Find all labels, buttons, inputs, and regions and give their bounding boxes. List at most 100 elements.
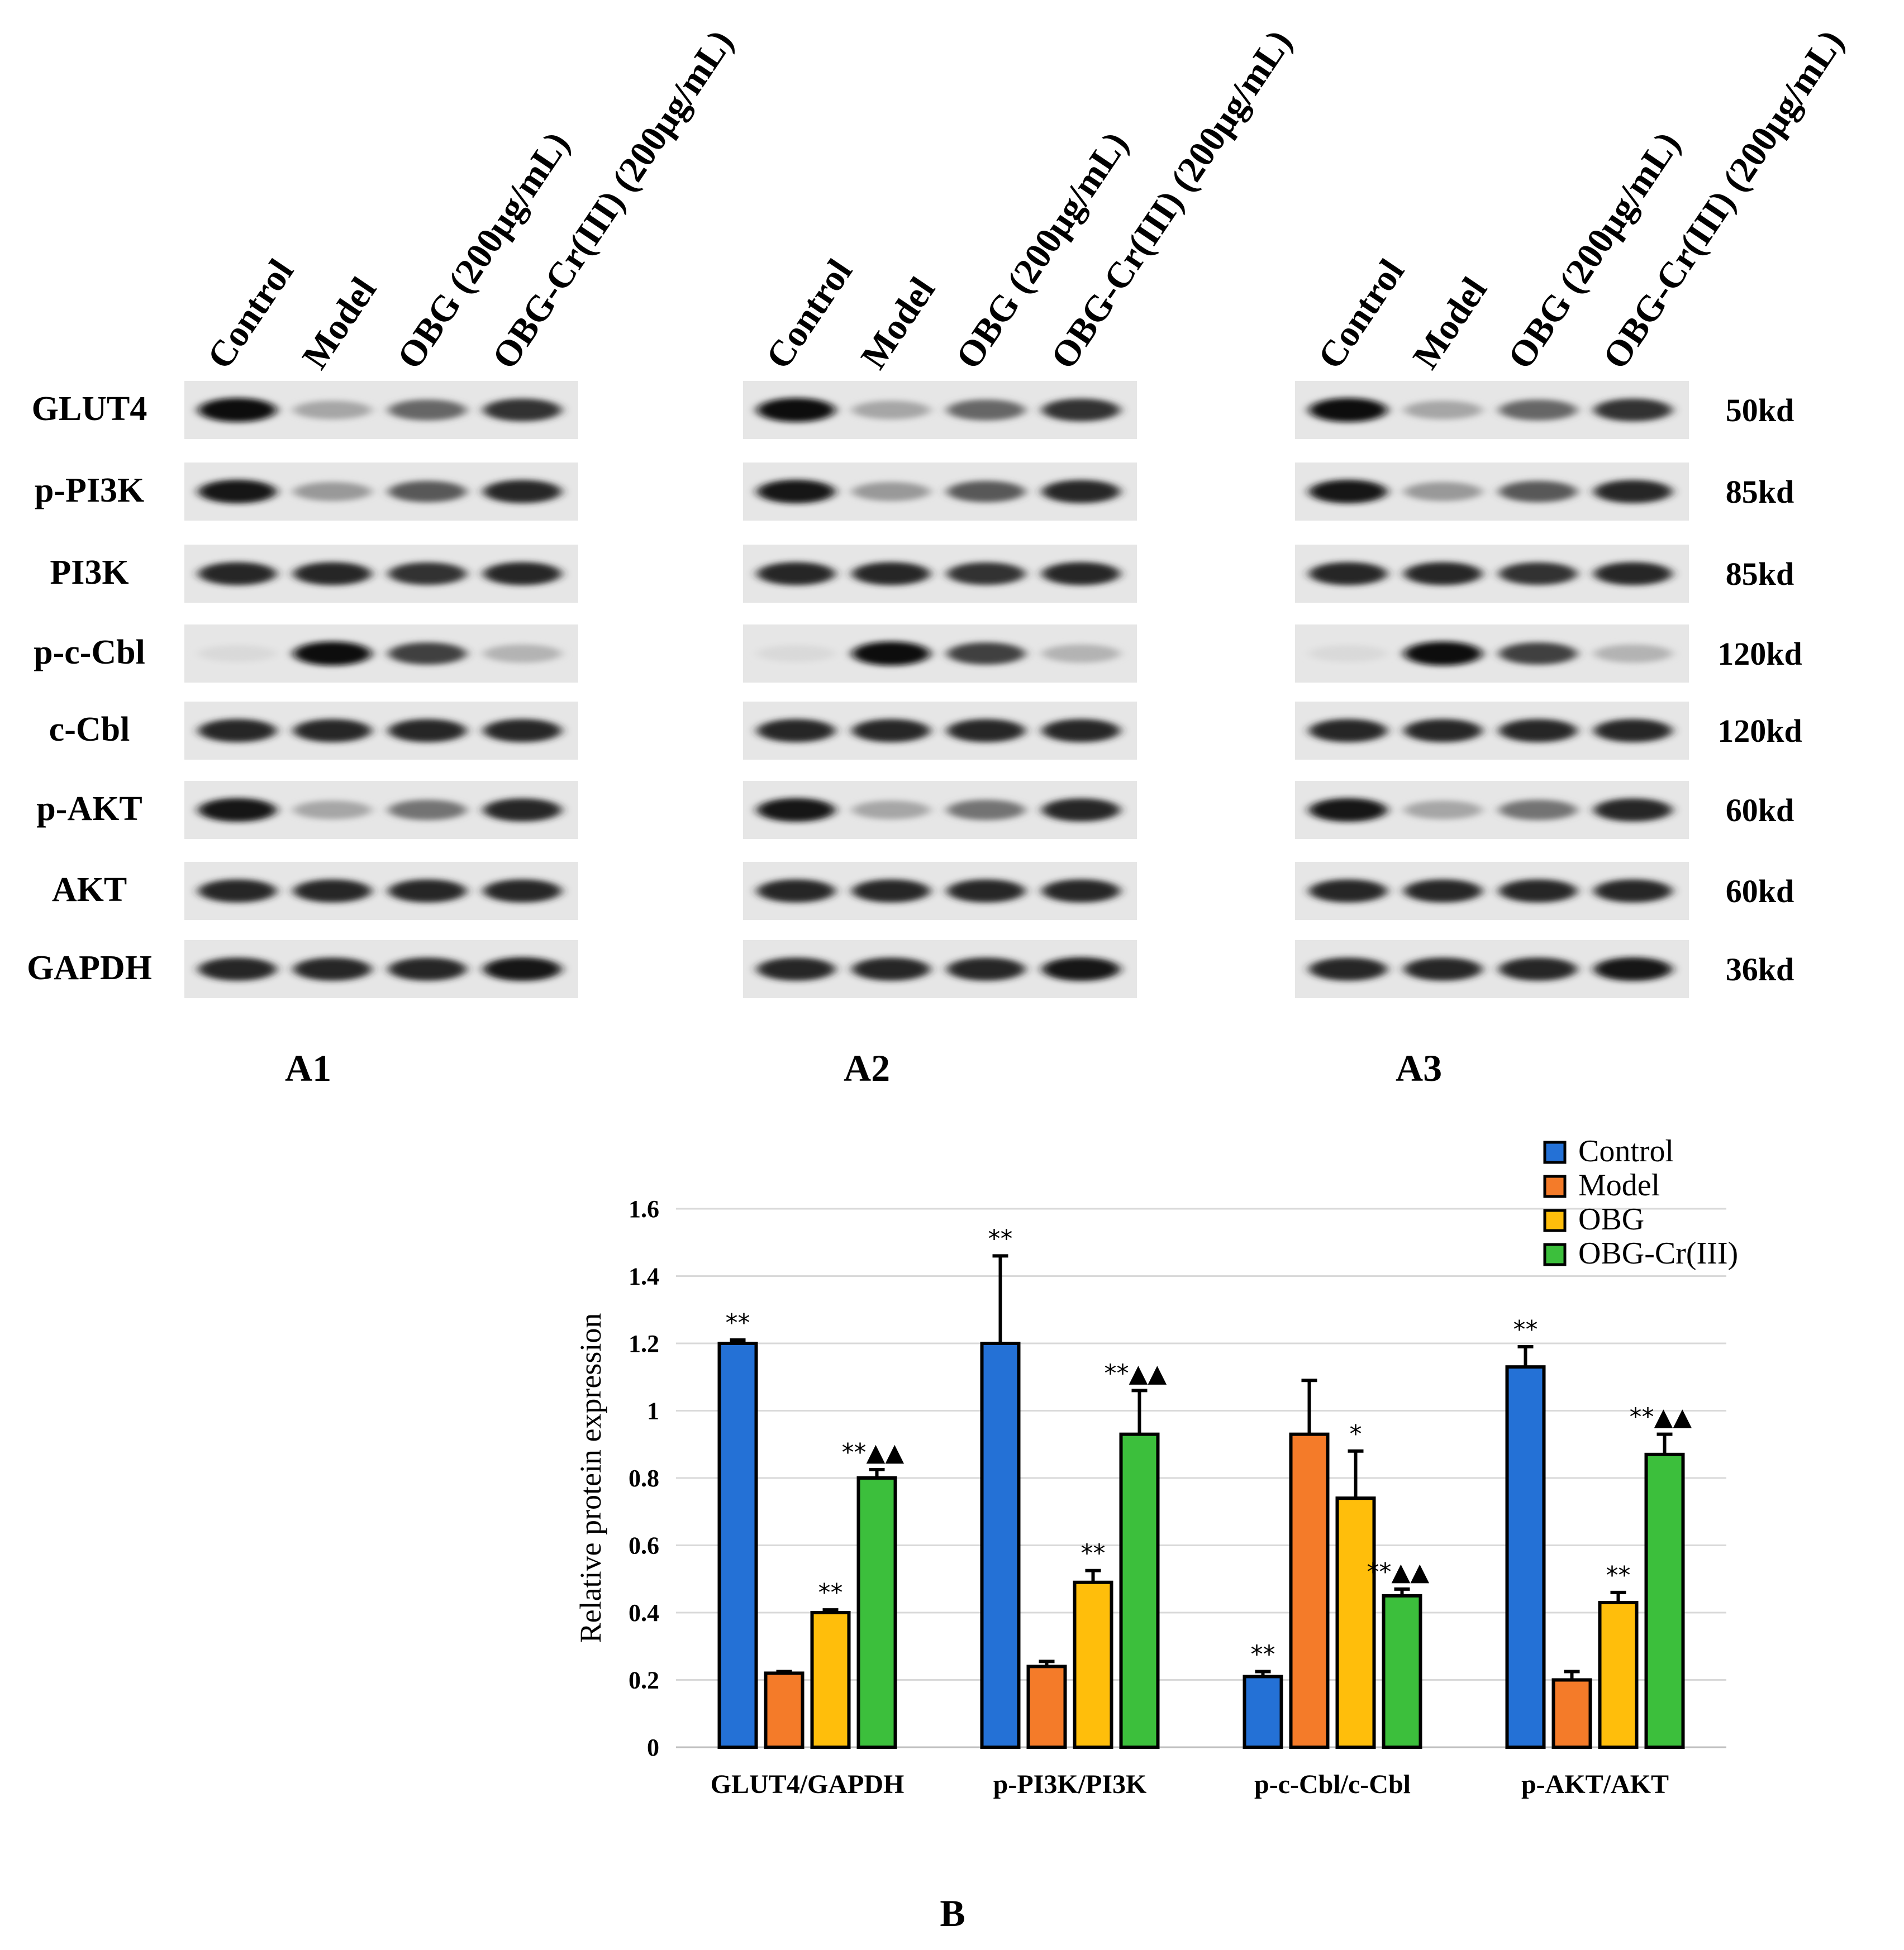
blot-band	[483, 562, 561, 585]
blot-band	[1042, 798, 1120, 822]
legend-label: OBG-Cr(III)	[1578, 1236, 1738, 1271]
blot-band	[1404, 879, 1482, 903]
blot-band	[947, 719, 1025, 742]
y-tick-label: 0.8	[629, 1465, 659, 1492]
protein-label: p-AKT	[36, 790, 142, 828]
lane-label: Control	[758, 252, 860, 376]
blot-band	[1499, 799, 1577, 821]
y-tick-label: 0.6	[629, 1532, 659, 1560]
bar-obg-cr-iii-	[856, 1476, 897, 1749]
blot-band	[1309, 957, 1387, 981]
significance-mark: **▲▲	[1630, 1403, 1692, 1432]
blot-band	[483, 879, 561, 903]
blot-band	[198, 879, 277, 903]
significance-mark: *	[1350, 1420, 1362, 1448]
blot-band	[852, 800, 930, 819]
blot-band	[947, 480, 1025, 503]
blot-band	[388, 719, 467, 742]
blot-band	[388, 562, 467, 585]
blot-band	[757, 645, 835, 662]
kd-label: 36kd	[1726, 951, 1794, 988]
bar-control	[1505, 1365, 1546, 1749]
bar-control	[717, 1342, 758, 1749]
blot-band	[1499, 399, 1577, 421]
category-label: p-c-Cbl/c-Cbl	[1254, 1770, 1411, 1799]
panel-label: A3	[1396, 1047, 1442, 1089]
blot-band	[198, 957, 277, 981]
lane-label: Model	[853, 270, 943, 376]
blot-band	[852, 481, 930, 502]
kd-label: 60kd	[1726, 873, 1794, 909]
blot-band	[1594, 719, 1672, 742]
blot-band	[198, 562, 277, 585]
blot-band	[1594, 798, 1672, 822]
blot-band	[1594, 480, 1672, 503]
blot-band	[293, 562, 372, 585]
blot-band	[483, 398, 561, 422]
significance-mark: **	[1606, 1561, 1631, 1590]
legend-swatch	[1543, 1141, 1567, 1164]
blot-band	[757, 957, 835, 981]
blot-band	[1309, 645, 1387, 662]
bar-obg-cr-iii-	[1119, 1432, 1160, 1749]
y-tick-label: 1.4	[629, 1263, 659, 1290]
legend-label: OBG	[1578, 1202, 1644, 1237]
blot-band	[483, 798, 561, 822]
category-label: GLUT4/GAPDH	[711, 1770, 905, 1799]
blot-band	[947, 957, 1025, 981]
blot-band	[1404, 401, 1482, 419]
blot-band	[852, 719, 930, 742]
blot-band	[293, 800, 372, 819]
kd-label: 120kd	[1717, 713, 1802, 749]
legend-label: Control	[1578, 1134, 1674, 1169]
lane-label: OBG (200μg/mL)	[389, 125, 578, 376]
y-tick-label: 1.2	[629, 1330, 659, 1357]
blot-band	[757, 798, 835, 822]
blot-band	[1042, 957, 1120, 981]
blot-band	[388, 642, 467, 665]
blot-band	[757, 479, 835, 504]
blot-band	[1404, 957, 1482, 981]
blot-band	[1404, 800, 1482, 819]
blot-band	[852, 957, 930, 981]
blot-band	[1042, 719, 1120, 742]
legend-swatch	[1543, 1243, 1567, 1266]
category-label: p-AKT/AKT	[1521, 1770, 1669, 1799]
blot-band	[1594, 879, 1672, 903]
blot-band	[293, 641, 372, 666]
bar-obg	[810, 1611, 851, 1749]
blot-band	[293, 719, 372, 742]
bar-control	[1243, 1675, 1283, 1749]
y-tick-label: 0.2	[629, 1667, 659, 1694]
bar-model	[1551, 1678, 1592, 1749]
blot-band	[293, 401, 372, 419]
protein-label: PI3K	[50, 554, 128, 592]
blot-band	[1309, 798, 1387, 822]
protein-label: AKT	[52, 871, 127, 909]
y-tick-label: 0.4	[629, 1599, 659, 1627]
blot-band	[1499, 957, 1577, 981]
blot-band	[1499, 879, 1577, 903]
blot-band	[198, 719, 277, 742]
blot-band	[947, 562, 1025, 585]
blot-band	[483, 719, 561, 742]
blot-band	[852, 562, 930, 585]
blot-band	[388, 399, 467, 421]
blot-band	[1042, 879, 1120, 903]
blot-band	[388, 799, 467, 821]
blot-band	[852, 401, 930, 419]
blot-band	[1309, 719, 1387, 742]
blot-band	[1499, 480, 1577, 503]
bar-obg	[1073, 1580, 1113, 1749]
blot-band	[1042, 644, 1120, 663]
blot-band	[1042, 398, 1120, 422]
blot-band	[1042, 562, 1120, 585]
y-tick-label: 0	[647, 1734, 659, 1761]
significance-mark: **	[726, 1309, 750, 1337]
bar-model	[1289, 1432, 1330, 1749]
blot-band	[1309, 398, 1387, 422]
bar-model	[1026, 1665, 1067, 1749]
lane-label: Model	[294, 270, 384, 376]
